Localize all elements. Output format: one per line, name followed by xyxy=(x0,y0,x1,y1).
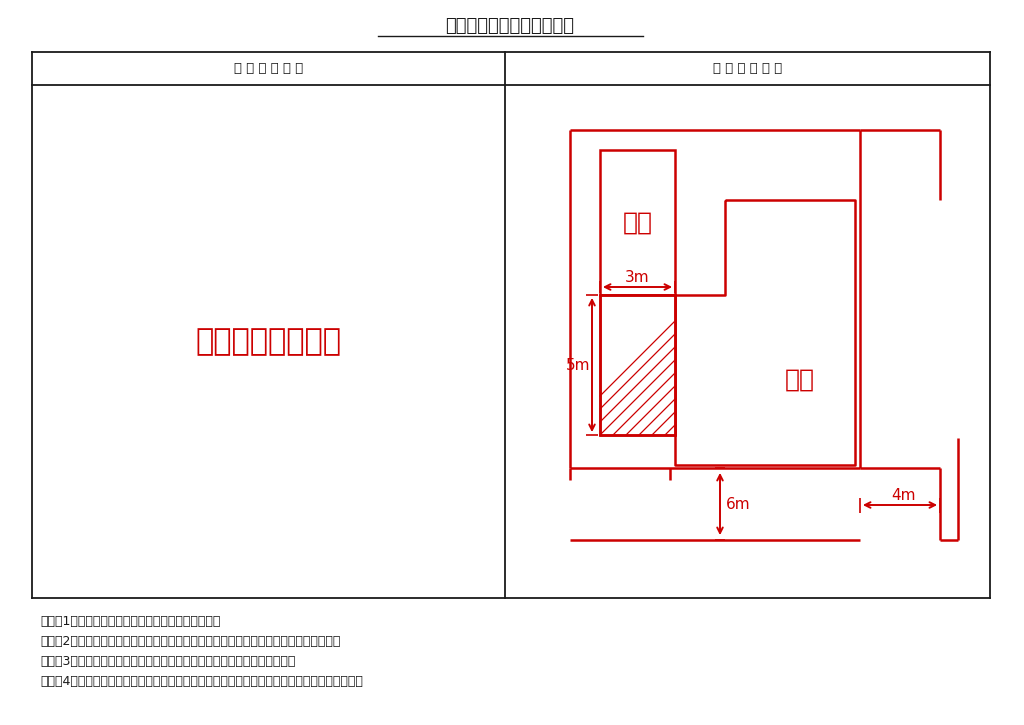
Text: 所 在 図 記 載 欄: 所 在 図 記 載 欄 xyxy=(233,62,303,75)
Bar xyxy=(600,150,675,295)
Text: 保管場所の所在図・配置図: 保管場所の所在図・配置図 xyxy=(445,17,574,35)
Text: 6m: 6m xyxy=(726,497,751,512)
Text: 3　複数の自動車を保管する駐車場の場合は、保管場所を明示する。: 3 複数の自動車を保管する駐車場の場合は、保管場所を明示する。 xyxy=(40,655,295,668)
Bar xyxy=(600,295,675,435)
Text: 別添地図のとおり: 別添地図のとおり xyxy=(196,327,341,356)
Bar xyxy=(600,295,675,435)
Text: 2　保管場所に接する道路の幅員、保管場所の平面の寸法をメートルで記入する。: 2 保管場所に接する道路の幅員、保管場所の平面の寸法をメートルで記入する。 xyxy=(40,635,340,648)
Text: 配 置 図 記 載 欄: 配 置 図 記 載 欄 xyxy=(713,62,782,75)
Text: 納屋: 納屋 xyxy=(623,210,652,234)
Text: 4　使用の本拠の位置（自宅等）と保管場所の位置との間を線で結んで距離を記入する。: 4 使用の本拠の位置（自宅等）と保管場所の位置との間を線で結んで距離を記入する。 xyxy=(40,675,362,688)
Text: 5m: 5m xyxy=(565,357,590,373)
Text: 3m: 3m xyxy=(626,270,650,284)
Text: 4m: 4m xyxy=(891,487,915,502)
Text: 備考　1　別紙として、地図のコピーを添付できる。: 備考 1 別紙として、地図のコピーを添付できる。 xyxy=(40,615,220,628)
Text: 自宅: 自宅 xyxy=(785,368,815,392)
